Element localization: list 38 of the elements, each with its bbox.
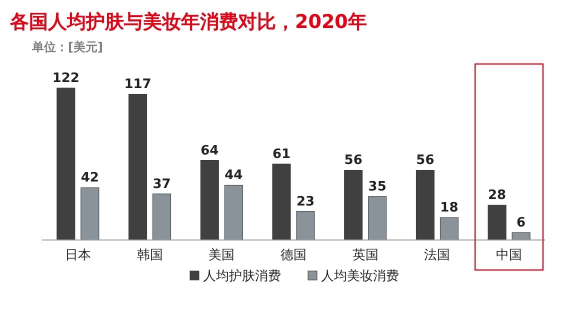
data-label: 56: [344, 153, 362, 168]
bar: [128, 94, 148, 240]
x-tick-label: 韩国: [136, 248, 163, 263]
bar: [224, 184, 243, 240]
x-tick-label: 日本: [64, 248, 91, 263]
data-label: 44: [224, 168, 243, 184]
data-label: 18: [440, 200, 458, 216]
bar: [512, 232, 530, 240]
chart-subtitle: 单位：[美元]: [31, 40, 103, 54]
data-label: 117: [124, 77, 152, 92]
bar: [272, 164, 291, 240]
data-label: 42: [80, 170, 99, 186]
bar: [296, 211, 315, 240]
chart-title: 各国人均护肤与美妆年消费对比，2020年: [9, 11, 367, 33]
bar: [368, 196, 387, 240]
x-tick-label: 英国: [352, 248, 378, 263]
data-label: 35: [368, 179, 386, 194]
bar: [56, 88, 76, 240]
bar: [488, 204, 506, 240]
data-label: 64: [200, 143, 219, 158]
data-label: 122: [52, 71, 80, 86]
x-tick-label: 中国: [496, 248, 522, 263]
bar: [344, 170, 363, 240]
data-label: 23: [296, 194, 315, 210]
x-tick-label: 法国: [424, 248, 450, 263]
bar: [152, 194, 172, 240]
x-tick-label: 美国: [208, 247, 235, 263]
legend-label: 人均美妆消费: [321, 268, 399, 284]
bar: [440, 217, 458, 240]
data-label: 6: [516, 216, 526, 231]
bar: [200, 160, 219, 240]
bar: [416, 170, 434, 240]
data-label: 37: [152, 176, 171, 192]
x-tick-label: 德国: [280, 248, 306, 263]
data-label: 61: [272, 147, 291, 162]
bar: [80, 187, 100, 240]
data-label: 28: [488, 188, 506, 204]
data-label: 56: [416, 153, 434, 168]
